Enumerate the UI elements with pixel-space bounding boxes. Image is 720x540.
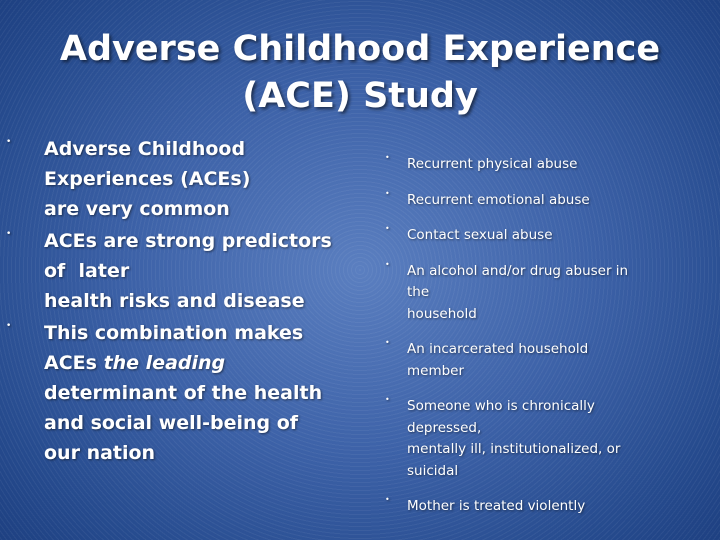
- bullet-icon: •: [385, 188, 390, 198]
- key-point-2-line-2: of later: [44, 260, 130, 282]
- key-points-list: • Adverse Childhood Experiences (ACEs) a…: [0, 134, 340, 470]
- bullet-icon: •: [385, 153, 390, 162]
- key-point-1-line-1: Adverse Childhood: [44, 138, 246, 160]
- ace-category-5-line-1: An incarcerated household: [407, 341, 589, 357]
- ace-category-4-line-3: household: [407, 305, 477, 322]
- ace-category-3-line-1: Contact sexual abuse: [407, 227, 553, 243]
- ace-category-5: • An incarcerated household member: [382, 338, 712, 382]
- bullet-icon: •: [385, 259, 390, 269]
- bullet-icon: •: [385, 495, 390, 504]
- ace-category-2: • Recurrent emotional abuse: [382, 188, 712, 212]
- ace-category-2-line-1: Recurrent emotional abuse: [407, 191, 590, 208]
- key-point-3-line-2: ACEs the leading: [44, 348, 340, 378]
- ace-category-7: • Mother is treated violently: [382, 495, 712, 518]
- key-point-2-line-3: health risks and disease: [44, 290, 305, 312]
- bullet-icon: •: [6, 321, 12, 331]
- key-point-3-line-2-prefix: ACEs: [44, 352, 104, 374]
- ace-category-6: • Someone who is chronically depressed, …: [382, 395, 712, 482]
- ace-category-5-line-2: member: [407, 362, 465, 379]
- key-point-3-line-4: and social well-being of: [44, 412, 299, 434]
- ace-category-4-line-2: the: [407, 284, 430, 300]
- bullet-icon: •: [6, 229, 12, 239]
- bullet-icon: •: [385, 224, 390, 233]
- bullet-icon: •: [385, 338, 390, 347]
- key-point-2-line-1: ACEs are strong predictors: [44, 230, 332, 252]
- key-point-2: • ACEs are strong predictors of later he…: [0, 226, 340, 316]
- key-point-3: • This combination makes ACEs the leadin…: [0, 318, 340, 468]
- ace-category-4: • An alcohol and/or drug abuser in the h…: [382, 259, 712, 326]
- ace-category-6-line-1: Someone who is chronically: [407, 398, 595, 414]
- bullet-icon: •: [385, 395, 390, 404]
- ace-categories-list: • Recurrent physical abuse • Recurrent e…: [382, 153, 712, 532]
- title-line-2: (ACE) Study: [242, 76, 478, 116]
- slide-title: Adverse Childhood Experience (ACE) Study: [40, 26, 680, 120]
- ace-category-4-line-1: An alcohol and/or drug abuser in: [407, 262, 629, 279]
- key-point-3-line-3: determinant of the health: [44, 382, 323, 404]
- ace-category-6-line-4: suicidal: [407, 462, 459, 479]
- key-point-3-line-1: This combination makes: [44, 322, 304, 344]
- key-point-1: • Adverse Childhood Experiences (ACEs) a…: [0, 134, 340, 224]
- key-point-1-line-2: Experiences (ACEs): [44, 168, 251, 190]
- key-point-3-line-5: our nation: [44, 442, 156, 464]
- key-point-3-emphasis: the leading: [103, 352, 226, 374]
- key-point-1-line-3: are very common: [44, 198, 230, 220]
- ace-category-6-line-3: mentally ill, institutionalized, or: [407, 441, 621, 457]
- ace-category-7-line-1: Mother is treated violently: [407, 498, 586, 514]
- ace-category-6-line-2: depressed,: [407, 419, 482, 436]
- bullet-icon: •: [6, 137, 12, 147]
- ace-category-1-line-1: Recurrent physical abuse: [407, 156, 578, 172]
- ace-category-3: • Contact sexual abuse: [382, 224, 712, 247]
- ace-category-1: • Recurrent physical abuse: [382, 153, 712, 176]
- title-line-1: Adverse Childhood Experience: [59, 29, 661, 69]
